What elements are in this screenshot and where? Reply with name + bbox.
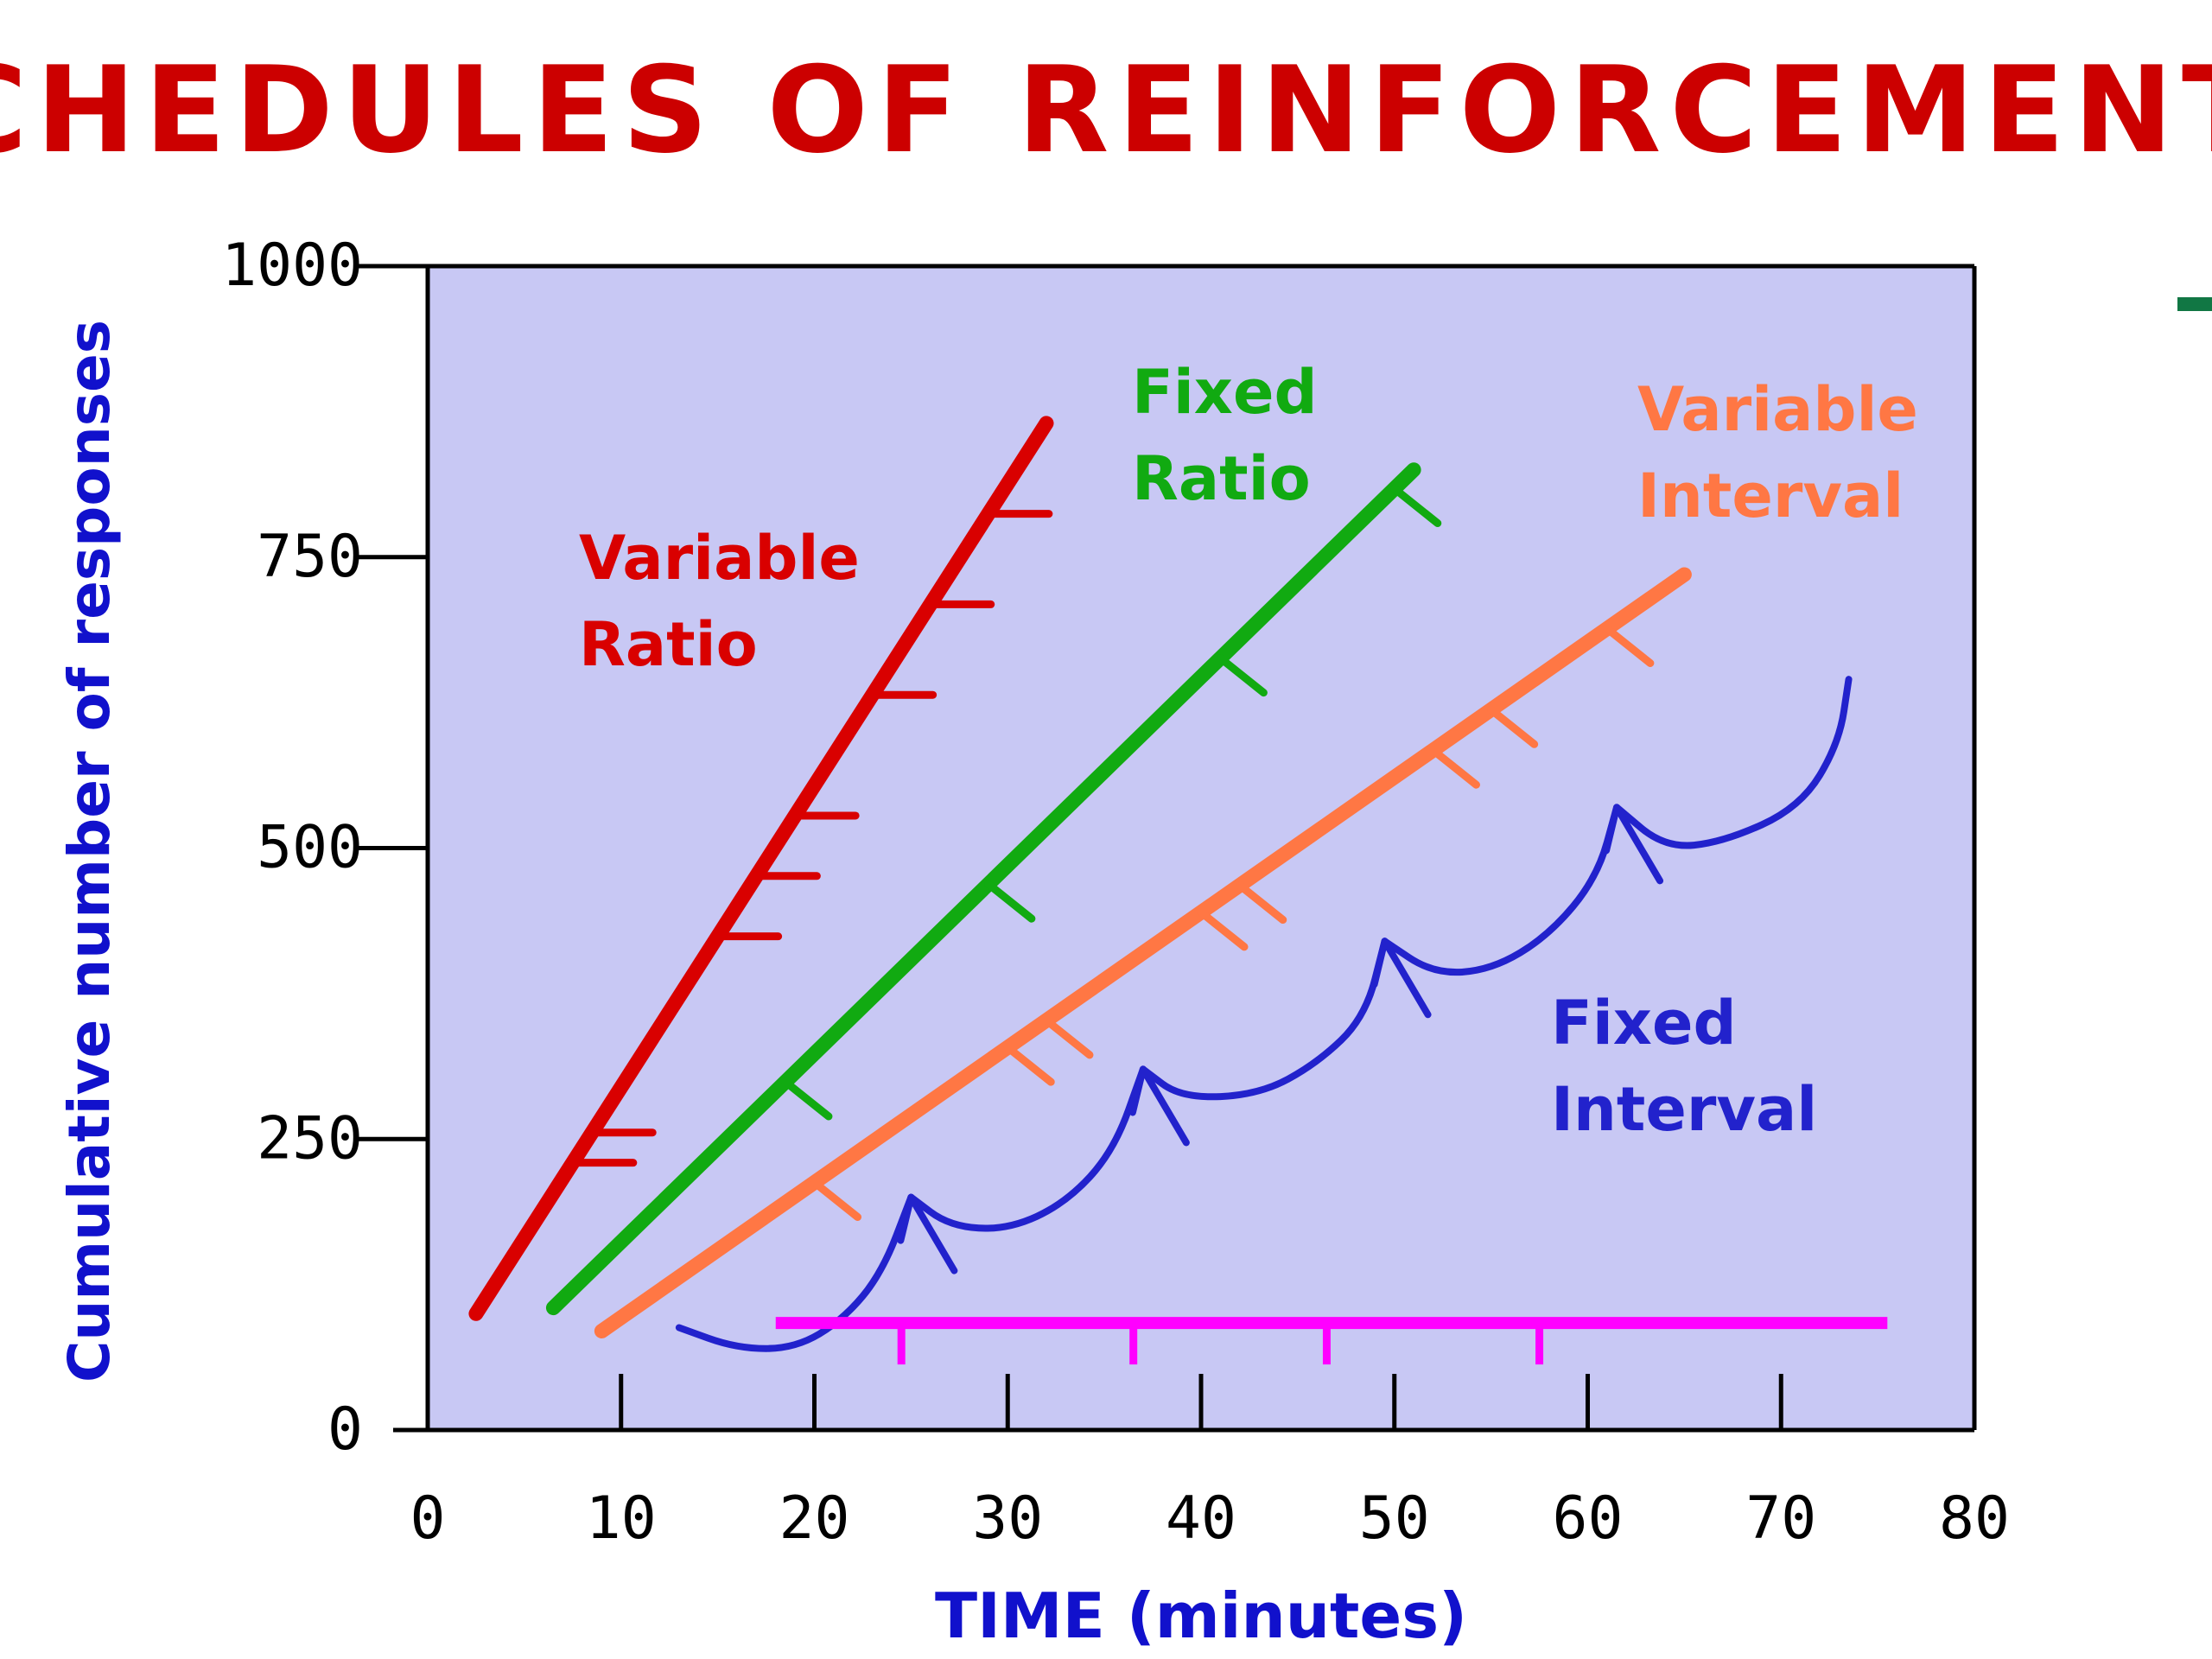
plot-area (428, 266, 1974, 1430)
x-tick-label: 10 (586, 1484, 657, 1553)
series-line-fixed-ratio (545, 462, 1421, 1316)
edge-mark (2177, 297, 2212, 311)
series-label-variable-ratio: Ratio (579, 609, 758, 680)
x-tick-label: 70 (1745, 1484, 1816, 1553)
reinforcement-mark-variable-interval (1487, 705, 1539, 748)
reinforcement-mark-variable-interval (1042, 1016, 1094, 1059)
reinforcement-mark-fixed-ratio (1390, 485, 1442, 528)
reinforcement-mark-variable-interval (810, 1179, 861, 1222)
reinforcement-mark-fixed-ratio (781, 1077, 833, 1121)
series-layer (468, 416, 1888, 1365)
reinforcement-mark-variable-interval (1197, 908, 1249, 951)
series-labels: Variable Ratio Fixed Ratio Variable Interval F… (579, 357, 1918, 1145)
y-tick-label: 500 (257, 814, 363, 882)
x-tick-label: 80 (1939, 1484, 2010, 1553)
series-label-variable-interval: Variable (1637, 374, 1918, 445)
x-axis-label: TIME (minutes) (935, 1580, 1467, 1652)
series-label-variable-ratio: Variable (579, 523, 860, 594)
reinforcement-mark-variable-interval (1603, 624, 1655, 667)
reinforcement-mark-variable-interval (1236, 881, 1287, 925)
axes: 0 250 500 750 1000 0 10 20 30 40 50 60 70 80 (221, 232, 2010, 1553)
series-label-fixed-ratio: Fixed (1132, 357, 1318, 428)
reinforcement-mark-fixed-ratio (984, 880, 1036, 923)
series-label-fixed-interval: Fixed (1551, 988, 1737, 1058)
reinforcement-mark-variable-interval (1429, 746, 1480, 789)
series-label-variable-interval: Interval (1637, 461, 1904, 531)
scallop-peak-mark (1128, 1065, 1147, 1116)
series-label-fixed-ratio: Ratio (1132, 443, 1311, 514)
y-tick-label: 0 (327, 1395, 363, 1464)
scallop-peak-mark (1381, 938, 1432, 1019)
scallop-peak-mark (907, 1193, 958, 1274)
x-tick-label: 30 (972, 1484, 1043, 1553)
y-tick-label: 750 (257, 523, 363, 591)
series-line-variable-interval (594, 567, 1692, 1339)
scallop-peak-mark (1603, 804, 1621, 855)
reinforcement-mark-fixed-ratio (1216, 654, 1268, 697)
chart-title: SCHEDULES OF REINFORCEMENT (0, 41, 2212, 180)
x-tick-label: 60 (1553, 1484, 1624, 1553)
scallop-peak-mark (897, 1193, 915, 1244)
y-tick-label: 1000 (221, 232, 363, 300)
x-tick-label: 0 (410, 1484, 446, 1553)
scallop-peak-mark (1370, 938, 1389, 988)
x-tick-label: 20 (779, 1484, 850, 1553)
x-tick-label: 40 (1166, 1484, 1236, 1553)
scallop-peak-mark (1613, 804, 1664, 885)
series-label-fixed-interval: Interval (1551, 1074, 1817, 1145)
x-tick-label: 50 (1359, 1484, 1430, 1553)
scallop-peak-mark (1139, 1065, 1190, 1147)
y-tick-label: 250 (257, 1104, 363, 1173)
y-axis-label: Cumulative number of responses (56, 320, 123, 1382)
reinforcement-mark-variable-interval (1003, 1043, 1055, 1086)
